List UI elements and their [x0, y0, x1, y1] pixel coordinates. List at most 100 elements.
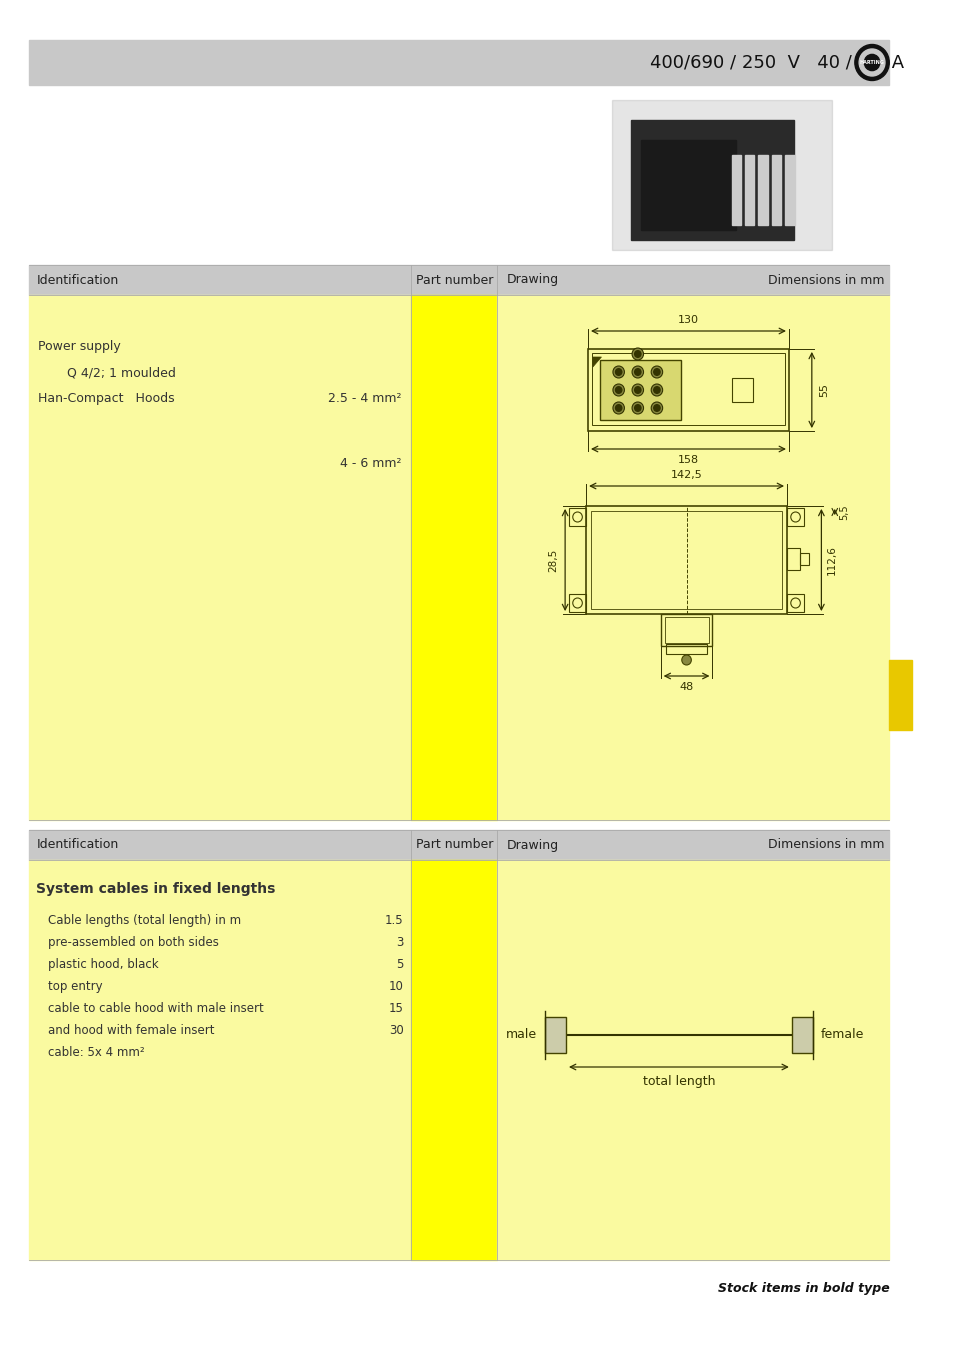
Bar — [29, 40, 888, 85]
Bar — [611, 100, 831, 250]
Text: Cable lengths (total length) in m: Cable lengths (total length) in m — [48, 914, 241, 927]
Bar — [587, 350, 788, 431]
Circle shape — [634, 405, 640, 412]
Text: 5,5: 5,5 — [839, 504, 849, 520]
Text: 30: 30 — [389, 1025, 403, 1037]
Circle shape — [632, 348, 643, 360]
Text: Drawing: Drawing — [506, 838, 558, 852]
Bar — [411, 296, 497, 819]
Text: 4 - 6 mm²: 4 - 6 mm² — [340, 458, 401, 470]
Bar — [411, 860, 497, 1260]
Text: Dimensions in mm: Dimensions in mm — [767, 274, 883, 286]
Text: 15: 15 — [388, 1002, 403, 1015]
Circle shape — [653, 369, 659, 375]
Text: 5: 5 — [395, 958, 403, 971]
Text: Power supply: Power supply — [38, 340, 121, 352]
Bar — [591, 352, 784, 425]
Bar — [640, 140, 736, 230]
Bar — [758, 155, 767, 225]
Text: Part number: Part number — [416, 838, 493, 852]
Bar — [744, 155, 754, 225]
Bar — [29, 265, 888, 296]
Bar — [771, 155, 781, 225]
Bar — [29, 860, 411, 1260]
Polygon shape — [592, 356, 600, 367]
Bar — [784, 155, 794, 225]
Circle shape — [634, 351, 640, 358]
Text: pre-assembled on both sides: pre-assembled on both sides — [48, 936, 218, 949]
Text: total length: total length — [642, 1075, 715, 1088]
Bar — [598, 360, 680, 420]
Bar — [791, 1017, 812, 1053]
Bar — [786, 594, 803, 612]
Bar — [29, 830, 888, 860]
Bar — [497, 296, 888, 819]
Text: Part number: Part number — [416, 274, 493, 286]
Text: cable: 5x 4 mm²: cable: 5x 4 mm² — [48, 1046, 144, 1058]
Circle shape — [854, 45, 888, 81]
Circle shape — [632, 402, 643, 414]
Text: and hood with female insert: and hood with female insert — [48, 1025, 214, 1037]
Circle shape — [632, 366, 643, 378]
Text: Stock items in bold type: Stock items in bold type — [717, 1282, 888, 1295]
Circle shape — [615, 405, 621, 412]
Bar — [786, 548, 800, 570]
Bar — [585, 506, 786, 614]
Text: 1.5: 1.5 — [384, 914, 403, 927]
Circle shape — [612, 383, 624, 396]
Circle shape — [651, 383, 662, 396]
Text: Dimensions in mm: Dimensions in mm — [767, 838, 883, 852]
Text: female: female — [820, 1029, 862, 1041]
Text: 55: 55 — [819, 383, 828, 397]
Bar — [786, 508, 803, 526]
Circle shape — [651, 366, 662, 378]
Circle shape — [615, 386, 621, 393]
Bar — [590, 512, 781, 609]
Circle shape — [651, 402, 662, 414]
Circle shape — [859, 49, 884, 76]
Text: cable to cable hood with male insert: cable to cable hood with male insert — [48, 1002, 263, 1015]
Text: HARTING: HARTING — [859, 59, 883, 65]
Text: top entry: top entry — [48, 980, 102, 994]
Bar — [731, 155, 740, 225]
Bar — [666, 644, 706, 653]
Circle shape — [612, 366, 624, 378]
Text: male: male — [506, 1029, 537, 1041]
Text: Han-Compact   Hoods: Han-Compact Hoods — [38, 392, 174, 405]
Text: 130: 130 — [678, 315, 699, 325]
Circle shape — [634, 369, 640, 375]
Text: 10: 10 — [388, 980, 403, 994]
Circle shape — [612, 402, 624, 414]
Text: 142,5: 142,5 — [670, 470, 701, 481]
Text: 28,5: 28,5 — [548, 548, 558, 571]
Text: Identification: Identification — [36, 838, 118, 852]
Circle shape — [632, 383, 643, 396]
Text: Q 4/2; 1 moulded: Q 4/2; 1 moulded — [67, 366, 175, 379]
Text: 3: 3 — [395, 936, 403, 949]
Bar — [888, 660, 911, 730]
Bar — [568, 594, 585, 612]
Bar — [497, 860, 888, 1260]
Bar — [731, 378, 752, 402]
Circle shape — [615, 369, 621, 375]
Text: Identification: Identification — [36, 274, 118, 286]
Text: 112,6: 112,6 — [826, 545, 836, 575]
Text: 2.5 - 4 mm²: 2.5 - 4 mm² — [328, 392, 401, 405]
Bar — [544, 1017, 565, 1053]
Circle shape — [634, 386, 640, 393]
Circle shape — [653, 405, 659, 412]
Text: 400/690 / 250  V   40 / 10  A: 400/690 / 250 V 40 / 10 A — [650, 54, 903, 72]
Bar — [568, 508, 585, 526]
Bar — [29, 296, 411, 819]
Text: 158: 158 — [678, 455, 699, 464]
Circle shape — [863, 54, 879, 70]
Bar — [800, 554, 808, 566]
Circle shape — [681, 655, 691, 666]
Bar — [664, 617, 708, 643]
Text: System cables in fixed lengths: System cables in fixed lengths — [36, 882, 275, 896]
Bar — [660, 614, 712, 647]
Text: 48: 48 — [679, 682, 693, 693]
Text: Drawing: Drawing — [506, 274, 558, 286]
Text: plastic hood, black: plastic hood, black — [48, 958, 158, 971]
Bar — [631, 120, 793, 240]
